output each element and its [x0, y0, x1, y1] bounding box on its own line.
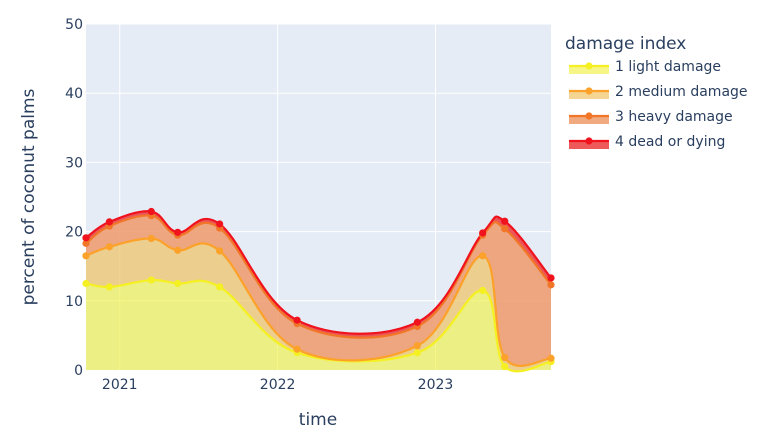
point-3-heavy-damage — [547, 281, 555, 289]
point-4-dead-or-dying — [547, 274, 555, 282]
y-axis-title: percent of coconut palms — [19, 88, 39, 305]
line-4-dead-or-dying — [85, 210, 552, 335]
legend-item-1-light-damage[interactable]: 1 light damage — [569, 59, 721, 75]
point-2-medium-damage — [293, 345, 301, 353]
point-3-heavy-damage — [82, 239, 90, 247]
point-4-dead-or-dying — [105, 218, 113, 226]
point-4-dead-or-dying — [501, 217, 509, 225]
line-2-medium-damage — [85, 237, 552, 367]
y-tick-label: 30 — [65, 155, 83, 171]
legend-swatch — [569, 66, 609, 74]
point-1-light-damage — [413, 349, 421, 357]
legend-swatch — [569, 91, 609, 99]
point-1-light-damage — [147, 276, 155, 284]
legend-label: 3 heavy damage — [615, 109, 733, 125]
point-4-dead-or-dying — [479, 229, 487, 237]
legend-item-3-heavy-damage[interactable]: 3 heavy damage — [569, 109, 733, 125]
legend-label: 1 light damage — [615, 59, 721, 75]
x-tick-label: 2022 — [260, 377, 296, 393]
area-3-heavy-damage — [86, 215, 551, 366]
point-4-dead-or-dying — [216, 220, 224, 228]
point-1-light-damage — [174, 279, 182, 288]
point-2-medium-damage — [82, 252, 90, 260]
legend-marker — [585, 87, 593, 95]
point-1-light-damage — [479, 286, 487, 295]
point-2-medium-damage — [216, 247, 224, 255]
legend-swatch — [569, 116, 609, 124]
legend-item-2-medium-damage[interactable]: 2 medium damage — [569, 84, 748, 100]
point-4-dead-or-dying — [174, 228, 182, 236]
legend-title: damage index — [565, 34, 686, 54]
legend-swatch — [569, 141, 609, 149]
point-2-medium-damage — [105, 243, 113, 251]
point-1-light-damage — [501, 362, 509, 371]
line-1-light-damage — [85, 278, 552, 373]
point-2-medium-damage — [501, 353, 509, 362]
point-4-dead-or-dying — [147, 207, 155, 216]
point-1-light-damage — [82, 279, 90, 288]
x-axis-title: time — [299, 410, 337, 430]
legend-label: 2 medium damage — [615, 84, 748, 100]
point-4-dead-or-dying — [82, 234, 90, 242]
x-tick-labels: 2021 2022 2023 — [102, 377, 453, 393]
x-tick-label: 2023 — [418, 377, 454, 393]
legend-marker — [585, 62, 593, 70]
y-tick-label: 20 — [65, 225, 83, 241]
point-2-medium-damage — [547, 354, 555, 362]
legend-label: 4 dead or dying — [615, 134, 725, 150]
point-2-medium-damage — [147, 234, 155, 243]
legend-marker — [585, 112, 593, 120]
legend[interactable]: 1 light damage 2 medium damage 3 heavy dam… — [569, 59, 748, 150]
y-tick-label: 10 — [65, 294, 83, 310]
point-2-medium-damage — [413, 342, 421, 350]
legend-item-4-dead-or-dying[interactable]: 4 dead or dying — [569, 134, 725, 150]
point-2-medium-damage — [174, 246, 182, 254]
y-tick-labels: 0 10 20 30 40 50 — [65, 17, 83, 379]
legend-marker — [585, 137, 593, 145]
point-2-medium-damage — [479, 252, 487, 260]
point-4-dead-or-dying — [293, 316, 301, 324]
x-tick-label: 2021 — [102, 377, 138, 393]
area-1-light-damage — [86, 279, 551, 372]
point-3-heavy-damage — [501, 225, 509, 233]
point-4-dead-or-dying — [413, 318, 421, 326]
y-tick-label: 50 — [65, 17, 83, 33]
area-2-medium-damage — [86, 238, 551, 372]
point-1-light-damage — [216, 283, 224, 291]
point-1-light-damage — [105, 283, 113, 291]
series-lines — [85, 210, 552, 373]
series-markers — [82, 207, 555, 371]
line-3-heavy-damage — [85, 214, 552, 339]
y-tick-label: 0 — [74, 363, 83, 379]
y-tick-label: 40 — [65, 86, 83, 102]
